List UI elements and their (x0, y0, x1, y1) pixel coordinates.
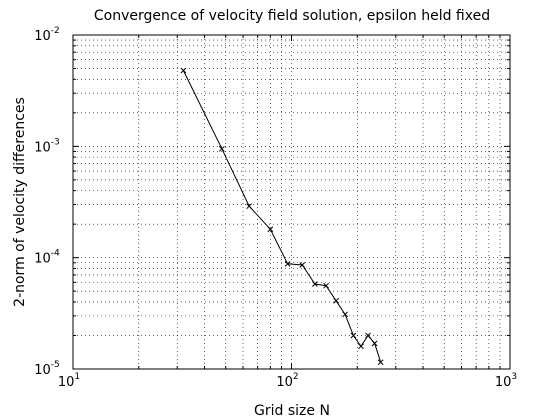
marker-stroke (371, 340, 378, 347)
data-point-marker (350, 332, 357, 339)
marker-stroke (333, 297, 339, 304)
plot-frame (72, 34, 511, 370)
marker-stroke (180, 67, 187, 74)
data-point-marker (358, 343, 364, 350)
x-axis-title: Grid size N (254, 403, 330, 419)
x-tick-label: 102 (276, 372, 298, 390)
y-tick-label: 10-5 (34, 360, 60, 378)
chart-title: Convergence of velocity field solution, … (94, 8, 490, 24)
axis-ticks: 101 102 103 10-5 10-4 10-3 10-2 (34, 26, 517, 390)
data-point-marker (218, 145, 225, 152)
y-tick-label: 10-4 (34, 249, 60, 267)
data-point-marker (312, 281, 318, 287)
marker-stroke (267, 226, 274, 233)
data-point-marker (284, 260, 291, 267)
marker-stroke (350, 332, 357, 339)
x-tick-label: 101 (58, 372, 80, 390)
x-tick-label: 103 (495, 372, 517, 390)
data-point-marker (180, 67, 187, 74)
marker-stroke (365, 332, 371, 339)
marker-stroke (323, 282, 329, 289)
data-point-marker (323, 282, 329, 289)
y-tick-label: 10-2 (34, 26, 60, 44)
data-point-marker (377, 359, 384, 366)
y-axis-title: 2-norm of velocity differences (12, 97, 28, 307)
data-point-marker (267, 226, 274, 233)
data-point-marker (371, 340, 378, 347)
data-point-marker (299, 262, 306, 268)
marker-stroke (218, 145, 225, 152)
data-point-marker (246, 203, 253, 210)
marker-stroke (342, 311, 348, 318)
data-point-marker (365, 332, 371, 339)
marker-stroke (377, 359, 384, 366)
grid (73, 35, 510, 369)
data-point-marker (333, 297, 339, 304)
y-tick-label: 10-3 (34, 137, 60, 155)
marker-stroke (299, 262, 306, 268)
marker-stroke (312, 281, 318, 287)
marker-stroke (246, 203, 253, 210)
data-point-marker (342, 311, 348, 318)
series-line (182, 70, 382, 363)
data-series (180, 67, 384, 366)
marker-stroke (284, 260, 291, 267)
marker-stroke (358, 343, 364, 350)
